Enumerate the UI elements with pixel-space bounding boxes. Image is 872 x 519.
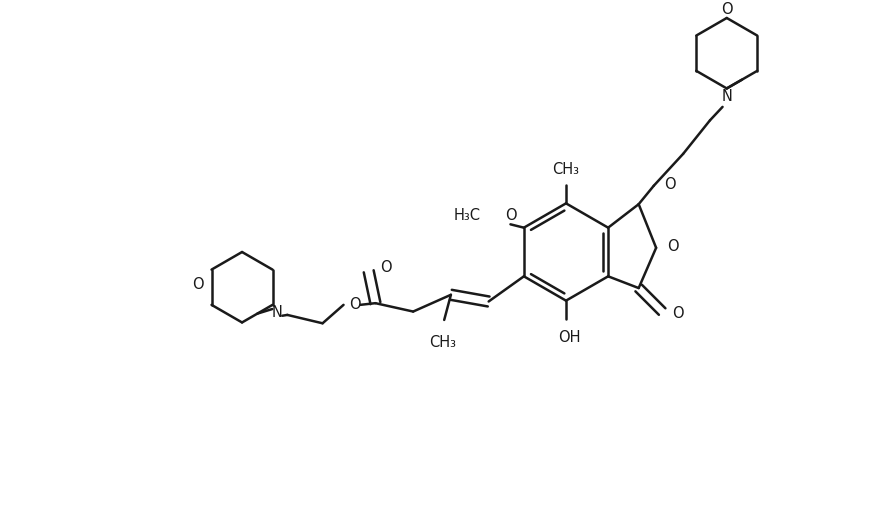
Text: O: O	[721, 2, 732, 17]
Text: N: N	[721, 89, 732, 104]
Text: OH: OH	[558, 330, 581, 345]
Text: O: O	[192, 277, 203, 292]
Text: O: O	[667, 239, 678, 254]
Text: CH₃: CH₃	[553, 161, 580, 176]
Text: H₃C: H₃C	[453, 209, 480, 224]
Text: O: O	[664, 176, 676, 192]
Text: O: O	[380, 260, 392, 275]
Text: O: O	[672, 306, 684, 321]
Text: O: O	[505, 209, 516, 224]
Text: O: O	[350, 296, 361, 311]
Text: N: N	[272, 305, 283, 320]
Text: CH₃: CH₃	[429, 335, 456, 350]
